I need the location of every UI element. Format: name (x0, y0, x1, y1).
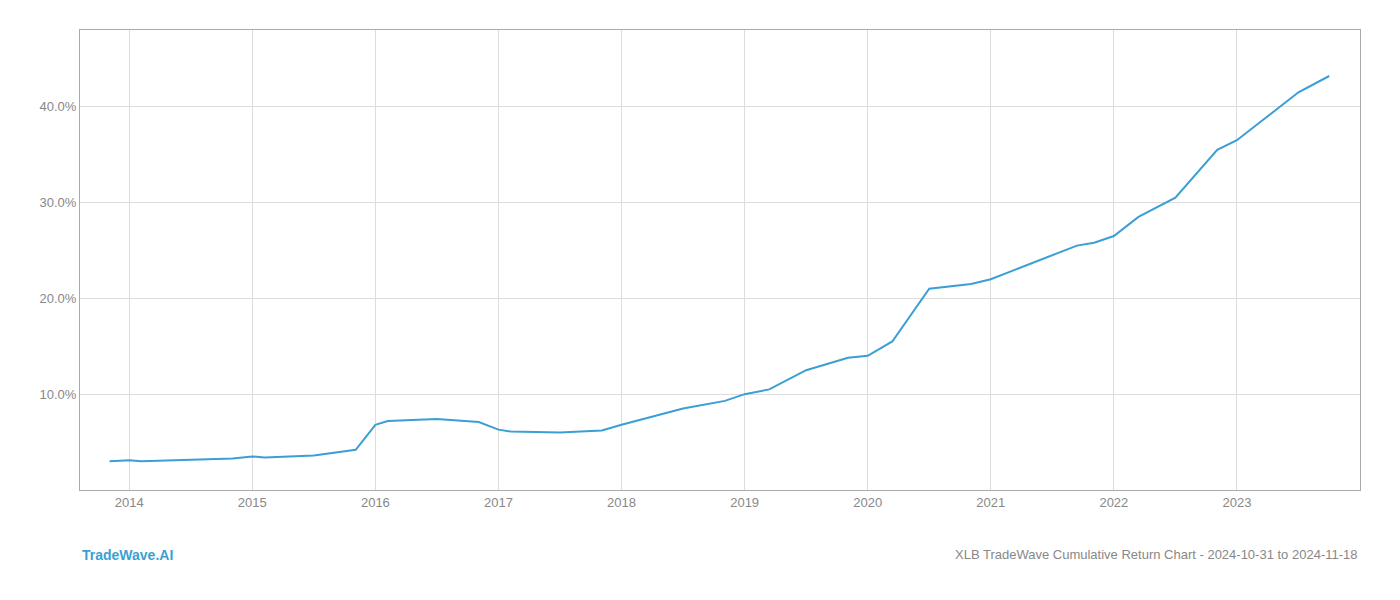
svg-text:2023: 2023 (1222, 495, 1251, 510)
svg-text:TradeWave.AI: TradeWave.AI (82, 547, 173, 563)
svg-text:2017: 2017 (484, 495, 513, 510)
svg-text:20.0%: 20.0% (40, 291, 77, 306)
svg-text:10.0%: 10.0% (40, 387, 77, 402)
svg-text:2022: 2022 (1099, 495, 1128, 510)
svg-text:2016: 2016 (361, 495, 390, 510)
svg-text:2014: 2014 (115, 495, 144, 510)
svg-text:30.0%: 30.0% (40, 195, 77, 210)
svg-text:40.0%: 40.0% (40, 99, 77, 114)
svg-text:2021: 2021 (976, 495, 1005, 510)
svg-text:XLB TradeWave Cumulative Retur: XLB TradeWave Cumulative Return Chart - … (955, 547, 1358, 562)
svg-text:2015: 2015 (238, 495, 267, 510)
svg-text:2019: 2019 (730, 495, 759, 510)
svg-text:2020: 2020 (853, 495, 882, 510)
svg-text:2018: 2018 (607, 495, 636, 510)
